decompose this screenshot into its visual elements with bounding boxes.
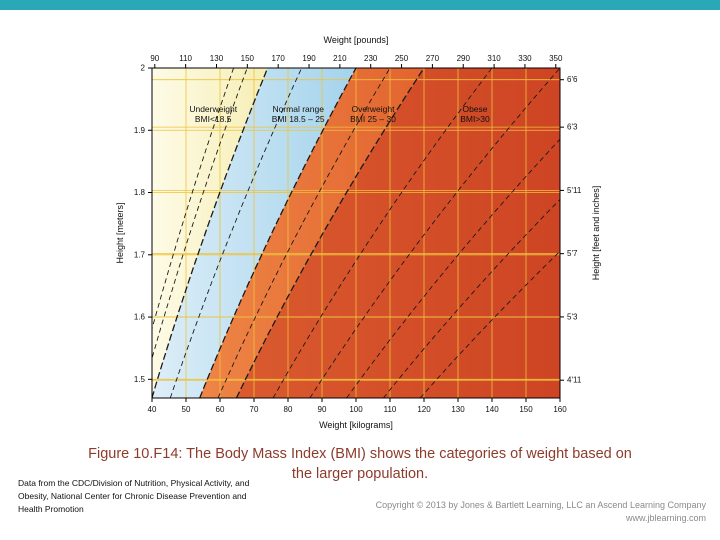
tick-label-pounds: 290 [457,54,471,63]
tick-label-kilograms: 40 [148,405,157,414]
bmi-curve-27.5 [217,68,391,398]
region-overweight [199,68,424,398]
tick-label-kilograms: 60 [216,405,225,414]
region-obese [236,68,560,398]
region-label-obese: Obese [462,104,487,114]
region-bmi-label-overweight: BMI 25 – 30 [350,114,396,124]
region-bmi-label-normal-range: BMI 18.5 – 25 [272,114,325,124]
tick-label-pounds: 150 [241,54,255,63]
bmi-curve-17 [152,68,248,360]
tick-label-feet-inches: 5'3 [567,312,578,321]
tick-label-kilograms: 140 [485,405,499,414]
tick-label-meters: 1.9 [134,126,146,135]
region-bmi-label-underweight: BMI<18.5 [195,114,232,124]
axis-title-height-meters: Height [meters] [115,202,125,263]
tick-label-pounds: 130 [210,54,224,63]
tick-label-feet-inches: 6'6 [567,75,578,84]
tick-label-pounds: 330 [518,54,532,63]
figure-caption: Figure 10.F14: The Body Mass Index (BMI)… [30,444,690,484]
bmi-curve-30 [235,68,425,398]
tick-label-kilograms: 130 [451,405,465,414]
tick-label-meters: 1.6 [134,313,146,322]
tick-label-pounds: 210 [333,54,347,63]
figure-caption-line2: the larger population. [291,466,429,482]
tick-label-pounds: 110 [179,54,192,63]
bmi-chart-figure: Underweight BMI<18.5 Normal range BMI 18.5 … [110,28,610,440]
tick-label-meters: 1.8 [134,188,146,197]
axis-title-height-feet-inches: Height [feet and inches] [591,186,601,281]
plot-area [152,68,560,398]
region-label-normal-range: Normal range [272,104,324,114]
tick-label-kilograms: 90 [318,405,327,414]
tick-label-meters: 2 [141,64,146,73]
copyright-link[interactable]: www.jblearning.com [625,513,706,523]
figure-caption-line1: Figure 10.F14: The Body Mass Index (BMI)… [88,446,632,462]
bmi-curve-50 [383,198,560,398]
tick-label-pounds: 230 [364,54,378,63]
tick-label-feet-inches: 6'3 [567,123,578,132]
tick-label-pounds: 250 [395,54,409,63]
region-label-underweight: Underweight [189,104,237,114]
region-bmi-label-obese: BMI>30 [460,114,490,124]
tick-label-kilograms: 160 [553,405,567,414]
tick-label-kilograms: 100 [349,405,363,414]
tick-label-feet-inches: 5'11 [567,186,582,195]
tick-label-feet-inches: 5'7 [567,249,578,258]
tick-label-pounds: 90 [150,54,159,63]
copyright-note: Copyright © 2013 by Jones & Bartlett Lea… [376,499,706,525]
tick-label-kilograms: 70 [250,405,259,414]
data-source-note: Data from the CDC/Division of Nutrition,… [18,478,250,514]
tick-label-kilograms: 150 [519,405,533,414]
bmi-curve-45 [346,138,560,398]
copyright-line1: Copyright © 2013 by Jones & Bartlett Lea… [375,500,706,510]
tick-label-feet-inches: 4'11 [567,376,582,385]
axis-title-weight-pounds: Weight [pounds] [324,35,389,45]
region-label-overweight: Overweight [352,104,396,114]
top-accent-bar [0,0,720,10]
tick-label-pounds: 350 [549,54,563,63]
axis-title-weight-kilograms: Weight [kilograms] [319,420,393,430]
bmi-curve-35 [272,68,493,398]
tick-label-kilograms: 110 [384,405,397,414]
gridlines [152,68,560,398]
bmi-curve-18.5 [152,68,269,398]
tick-label-kilograms: 50 [182,405,191,414]
tick-label-kilograms: 80 [284,405,293,414]
region-underweight [152,68,268,398]
tick-label-meters: 1.5 [134,375,146,384]
tick-label-meters: 1.7 [134,250,146,259]
bmi-curve-40 [309,68,560,398]
tick-label-pounds: 190 [302,54,316,63]
tick-label-pounds: 170 [271,54,285,63]
tick-label-pounds: 270 [426,54,440,63]
tick-label-pounds: 310 [487,54,501,63]
tick-label-kilograms: 120 [417,405,431,414]
bmi-curve-25 [199,68,357,398]
bmi-curve-16 [152,68,235,331]
